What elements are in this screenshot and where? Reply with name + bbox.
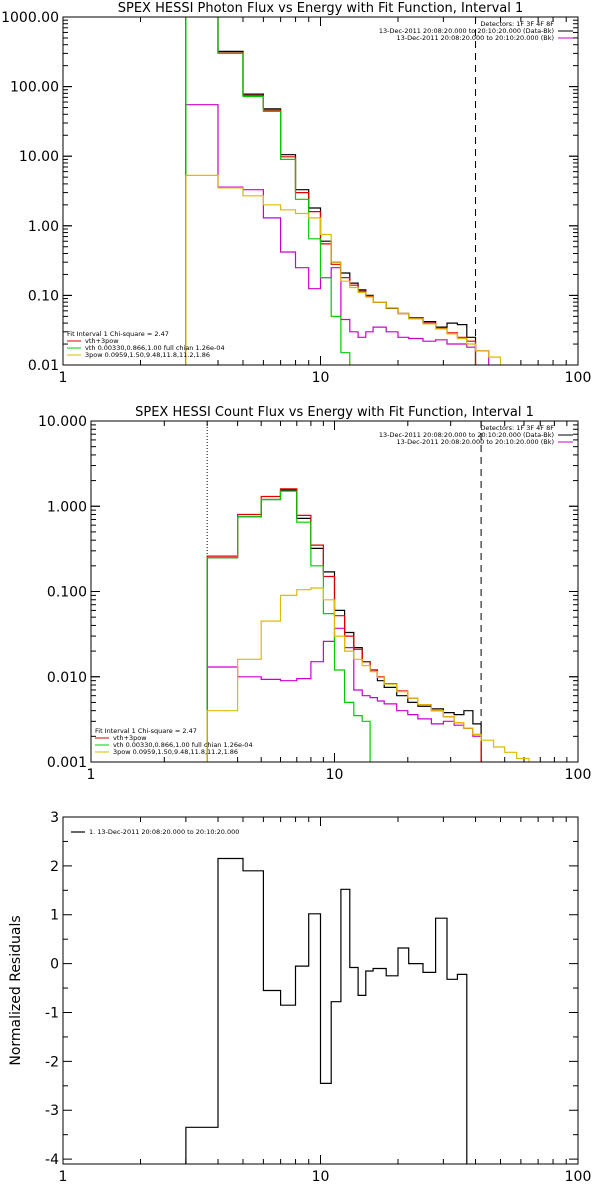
fit-legend-entry: 3pow 0.0959,1.50,9.48,11.8,11.2,1.86 — [113, 748, 238, 756]
plot-frame — [62, 816, 579, 1165]
x-tick-label: 1 — [59, 370, 68, 386]
legend-entry: 1. 13-Dec-2011 20:08:20.000 to 20:10:20.… — [89, 828, 239, 836]
y-tick-label: -4 — [45, 1152, 59, 1168]
y-tick-label: 1.00 — [28, 219, 59, 235]
header-line: Detectors: 1F 3F 4F 8F — [480, 20, 554, 28]
series-group — [206, 488, 530, 762]
fit-legend-entry: Fit Interval 1 Chi-square = 2.47 — [95, 727, 197, 735]
series-group — [185, 17, 502, 365]
y-tick-label: 100.00 — [10, 80, 59, 96]
series-bk — [185, 104, 490, 365]
y-tick-label: 3 — [50, 810, 59, 826]
series-vth — [185, 17, 351, 365]
series-group — [185, 857, 468, 1164]
series-vth-3pow — [206, 488, 482, 762]
y-tick-label: 1000.00 — [1, 10, 59, 26]
series-3pow — [185, 174, 502, 365]
series-3pow — [206, 587, 530, 762]
y-tick-label: 10.00 — [19, 149, 59, 165]
x-tick-label: 10 — [312, 370, 330, 386]
y-tick-label: 1 — [50, 908, 59, 924]
plot-frame — [90, 420, 579, 763]
header-line: Detectors: 1F 3F 4F 8F — [480, 424, 554, 432]
fit-legend-entry: vth+3pow — [113, 734, 147, 742]
header-line: 13-Dec-2011 20:08:20.000 to 20:10:20.000… — [379, 431, 554, 439]
y-tick-label: 0.100 — [47, 585, 87, 601]
y-tick-label: 0.01 — [28, 358, 59, 374]
y-axis-label: Normalized Residuals — [8, 915, 24, 1065]
header-line: 13-Dec-2011 20:08:20.000 to 20:10:20.000… — [397, 438, 555, 446]
y-tick-label: 0 — [50, 957, 59, 973]
series-residuals — [185, 857, 468, 1164]
y-tick-label: 0.001 — [47, 755, 87, 771]
y-tick-label: -1 — [45, 1005, 59, 1021]
y-tick-label: 0.010 — [47, 670, 87, 686]
y-tick-label: 0.10 — [28, 288, 59, 304]
fit-legend-entry: Fit Interval 1 Chi-square = 2.47 — [67, 330, 169, 338]
y-tick-label: 1.000 — [47, 499, 87, 515]
header-line: 13-Dec-2011 20:08:20.000 to 20:10:20.000… — [379, 27, 554, 35]
y-tick-label: 2 — [50, 859, 59, 875]
x-tick-label: 100 — [565, 767, 592, 783]
fit-legend-entry: 3pow 0.0959,1.50,9.48,11.8,11.2,1.86 — [85, 351, 210, 359]
x-tick-label: 10 — [326, 767, 344, 783]
header-line: 13-Dec-2011 20:08:20.000 to 20:10:20.000… — [397, 34, 555, 42]
count-flux-panel: SPEX HESSI Count Flux vs Energy with Fit… — [38, 405, 591, 783]
x-tick-label: 1 — [59, 1169, 68, 1185]
y-tick-label: -3 — [45, 1103, 59, 1119]
series-vth — [206, 490, 371, 762]
residuals-panel: Normalized Residuals 1 10 100 -4 -3 -2 -1 0 1 2 3 1.… — [8, 810, 591, 1185]
fit-legend-entry: vth+3pow — [85, 337, 119, 345]
chart-title: SPEX HESSI Photon Flux vs Energy with Fi… — [118, 1, 524, 16]
chart-title: SPEX HESSI Count Flux vs Energy with Fit… — [135, 405, 534, 420]
series-bk — [206, 627, 482, 762]
fit-legend-entry: vth 0.00330,0.866,1.00 full chian 1.26e-… — [113, 741, 253, 749]
photon-flux-panel: SPEX HESSI Photon Flux vs Energy with Fi… — [1, 1, 591, 386]
x-tick-label: 10 — [312, 1169, 330, 1185]
y-tick-label: -2 — [45, 1054, 59, 1070]
y-tick-label: 10.000 — [38, 414, 87, 430]
x-tick-label: 1 — [87, 767, 96, 783]
x-tick-label: 100 — [565, 370, 592, 386]
x-tick-label: 100 — [565, 1169, 592, 1185]
plot-frame — [62, 16, 579, 366]
fit-legend-entry: vth 0.00330,0.866,1.00 full chian 1.26e-… — [85, 344, 225, 352]
